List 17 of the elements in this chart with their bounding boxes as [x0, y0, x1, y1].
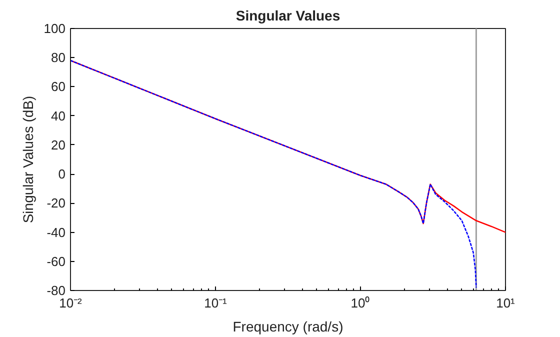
y-tick-label: -40	[46, 224, 66, 240]
y-tick-label: -60	[46, 254, 66, 269]
y-tick-label: 20	[51, 137, 66, 152]
y-tick-label: 80	[51, 50, 66, 66]
y-tick-label: 60	[51, 79, 66, 94]
y-tick-label: 40	[51, 108, 66, 124]
y-axis-title: Singular Values (dB)	[20, 96, 36, 224]
x-axis-title: Frequency (rad/s)	[232, 318, 344, 334]
y-tick-label: -80	[46, 283, 66, 298]
y-tick-label: 100	[44, 21, 66, 36]
x-tick-label: 10¹	[496, 296, 516, 310]
y-tick-label: -20	[46, 196, 66, 211]
chart-title: Singular Values	[236, 8, 340, 24]
x-tick-label: 10⁰	[350, 296, 370, 310]
x-tick-label: 10⁻²	[59, 296, 83, 310]
x-tick-label: 10⁻¹	[204, 296, 228, 310]
y-tick-label: 0	[58, 166, 66, 182]
